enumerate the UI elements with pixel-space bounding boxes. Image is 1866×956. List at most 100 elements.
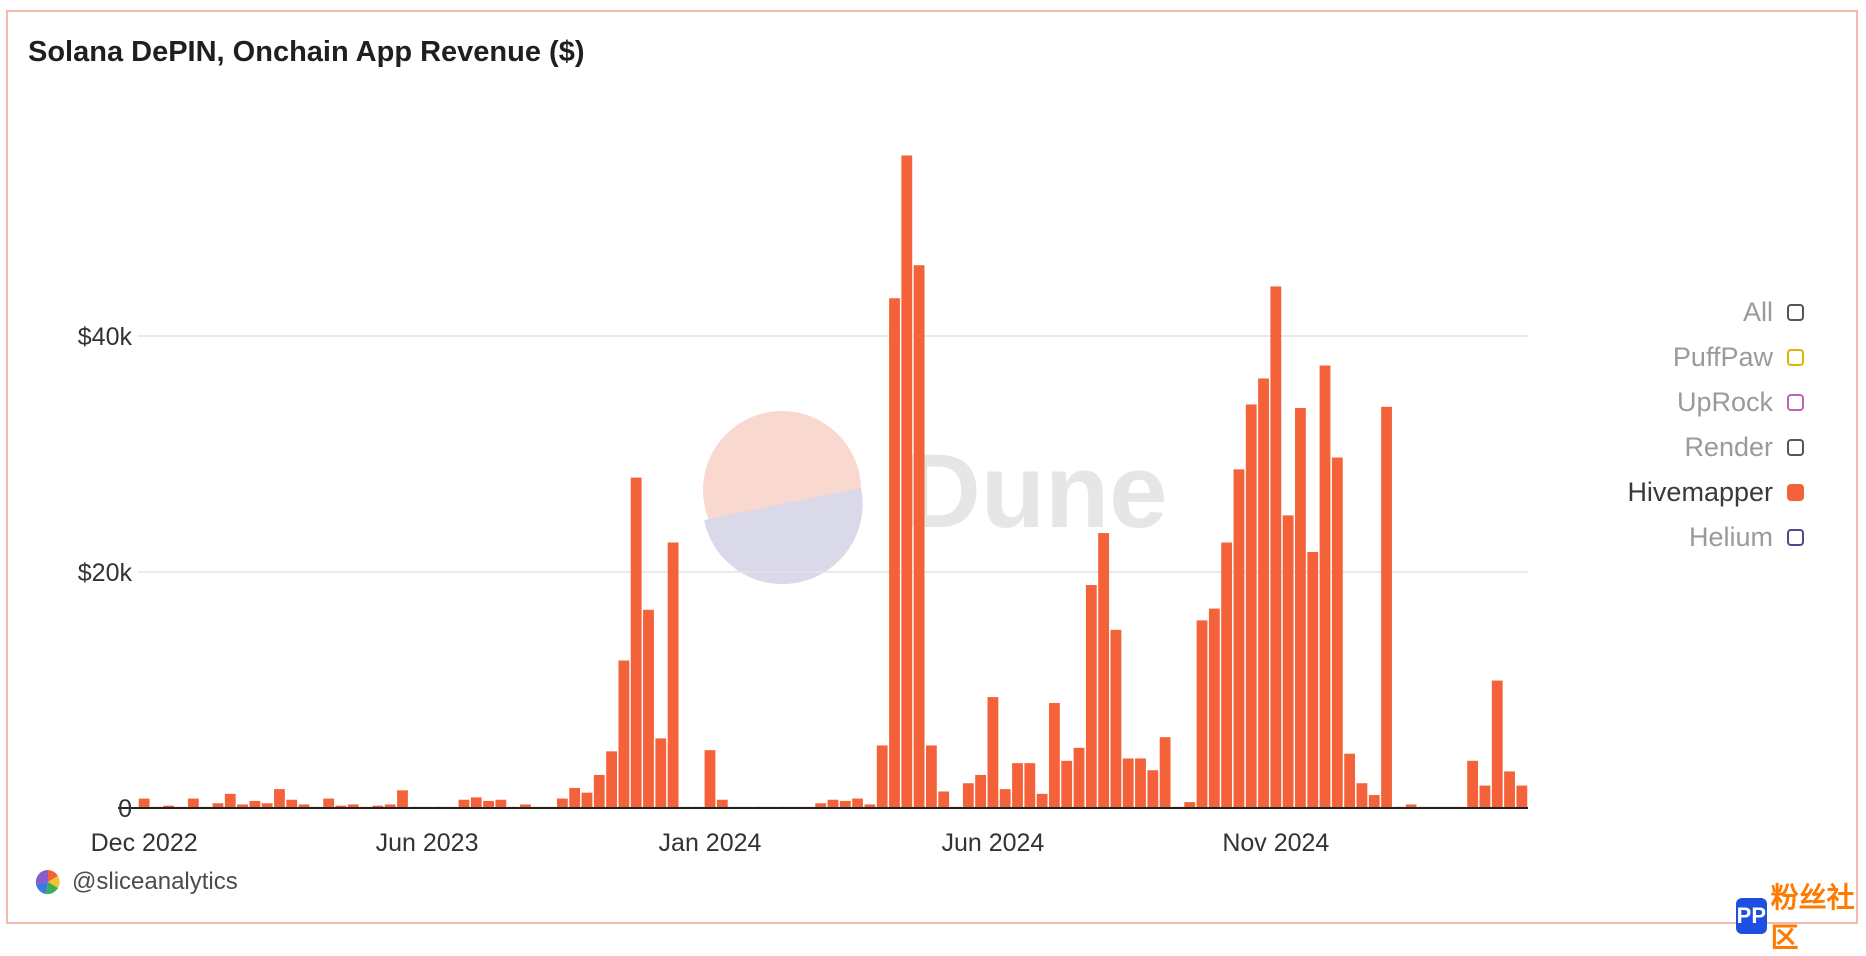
bar[interactable] [889,298,900,808]
bar[interactable] [655,738,667,808]
legend-item-hivemapper[interactable]: Hivemapper [1504,470,1804,515]
bar[interactable] [1504,771,1515,808]
bar[interactable] [1049,702,1060,808]
bar[interactable] [138,798,150,808]
bar[interactable] [335,805,347,808]
legend-checkbox-icon[interactable] [1787,349,1804,366]
bar[interactable] [1319,365,1331,809]
bar[interactable] [1405,804,1417,808]
bar[interactable] [1221,542,1233,809]
bar[interactable] [901,155,913,808]
bar[interactable] [643,609,654,808]
bar[interactable] [1245,404,1257,808]
bar[interactable] [495,799,507,808]
bar[interactable] [1258,378,1269,808]
bar[interactable] [938,791,950,808]
bar[interactable] [1110,629,1122,808]
legend-checkbox-icon[interactable] [1787,304,1804,321]
bar[interactable] [274,789,285,808]
bar[interactable] [237,804,248,808]
bar[interactable] [1085,584,1097,808]
bar[interactable] [1479,785,1491,808]
bar[interactable] [876,745,888,808]
bar[interactable] [593,774,605,808]
bar[interactable] [249,800,261,808]
bar[interactable] [1073,747,1085,808]
bar[interactable] [581,792,593,808]
bar[interactable] [606,751,617,808]
legend-checkbox-icon[interactable] [1787,529,1804,546]
legend-checkbox-icon[interactable] [1787,439,1804,456]
bar[interactable] [1159,737,1171,808]
bar[interactable] [864,804,876,808]
bar[interactable] [975,774,987,808]
bar[interactable] [815,803,827,808]
bar[interactable] [1208,608,1220,808]
bar[interactable] [569,787,581,808]
bar[interactable] [1233,469,1245,808]
bar[interactable] [925,745,937,808]
bar[interactable] [1282,515,1294,808]
bar[interactable] [1012,763,1023,808]
bar[interactable] [347,804,359,808]
bar[interactable] [1270,286,1282,808]
credit-handle: @sliceanalytics [72,868,238,895]
bar[interactable] [212,803,224,808]
bar[interactable] [962,783,974,808]
bar[interactable] [1036,793,1048,808]
bar[interactable] [1184,802,1196,808]
bar[interactable] [1368,795,1380,808]
corner-badge: PP 粉丝社区 [1736,882,1866,953]
bar[interactable] [1467,760,1479,808]
bar[interactable] [556,798,568,808]
bar[interactable] [261,803,273,808]
bar[interactable] [372,805,384,808]
bar[interactable] [187,798,199,808]
bar[interactable] [520,804,531,808]
bar[interactable] [1491,680,1503,808]
bar[interactable] [1024,763,1036,808]
bar[interactable] [999,789,1011,808]
legend-item-helium[interactable]: Helium [1504,515,1804,560]
bar[interactable] [1122,758,1134,808]
bar[interactable] [483,800,494,808]
bar[interactable] [224,793,236,808]
bar[interactable] [913,265,925,808]
bar[interactable] [618,660,630,809]
legend-item-uprock[interactable]: UpRock [1504,380,1804,425]
bar[interactable] [458,799,470,808]
bar[interactable] [1307,551,1319,808]
bar[interactable] [298,804,310,808]
legend-checkbox-icon[interactable] [1787,484,1804,501]
bar[interactable] [1344,753,1356,808]
bar[interactable] [286,799,298,808]
bar[interactable] [839,800,851,808]
bars-hivemapper[interactable] [138,155,1528,809]
bar[interactable] [1196,620,1208,808]
legend-item-all[interactable]: All [1504,290,1804,335]
bar[interactable] [1061,760,1073,808]
bar[interactable] [827,799,839,808]
bar[interactable] [716,799,728,808]
bar[interactable] [1381,406,1392,808]
bar[interactable] [397,790,408,808]
bar[interactable] [630,477,642,808]
bar[interactable] [987,697,999,808]
bar[interactable] [1516,785,1528,808]
legend-checkbox-icon[interactable] [1787,394,1804,411]
bar[interactable] [667,542,679,809]
bar[interactable] [470,797,482,808]
bar[interactable] [1135,758,1146,808]
bar[interactable] [384,804,396,808]
legend-item-render[interactable]: Render [1504,425,1804,470]
bar[interactable] [852,798,864,808]
bar[interactable] [323,798,335,808]
bar[interactable] [163,805,175,808]
bar[interactable] [1147,770,1159,808]
bar[interactable] [1356,783,1368,808]
bar[interactable] [1331,457,1343,808]
legend-item-puffpaw[interactable]: PuffPaw [1504,335,1804,380]
bar[interactable] [1098,533,1110,808]
bar[interactable] [704,750,716,808]
bar[interactable] [1295,407,1306,808]
